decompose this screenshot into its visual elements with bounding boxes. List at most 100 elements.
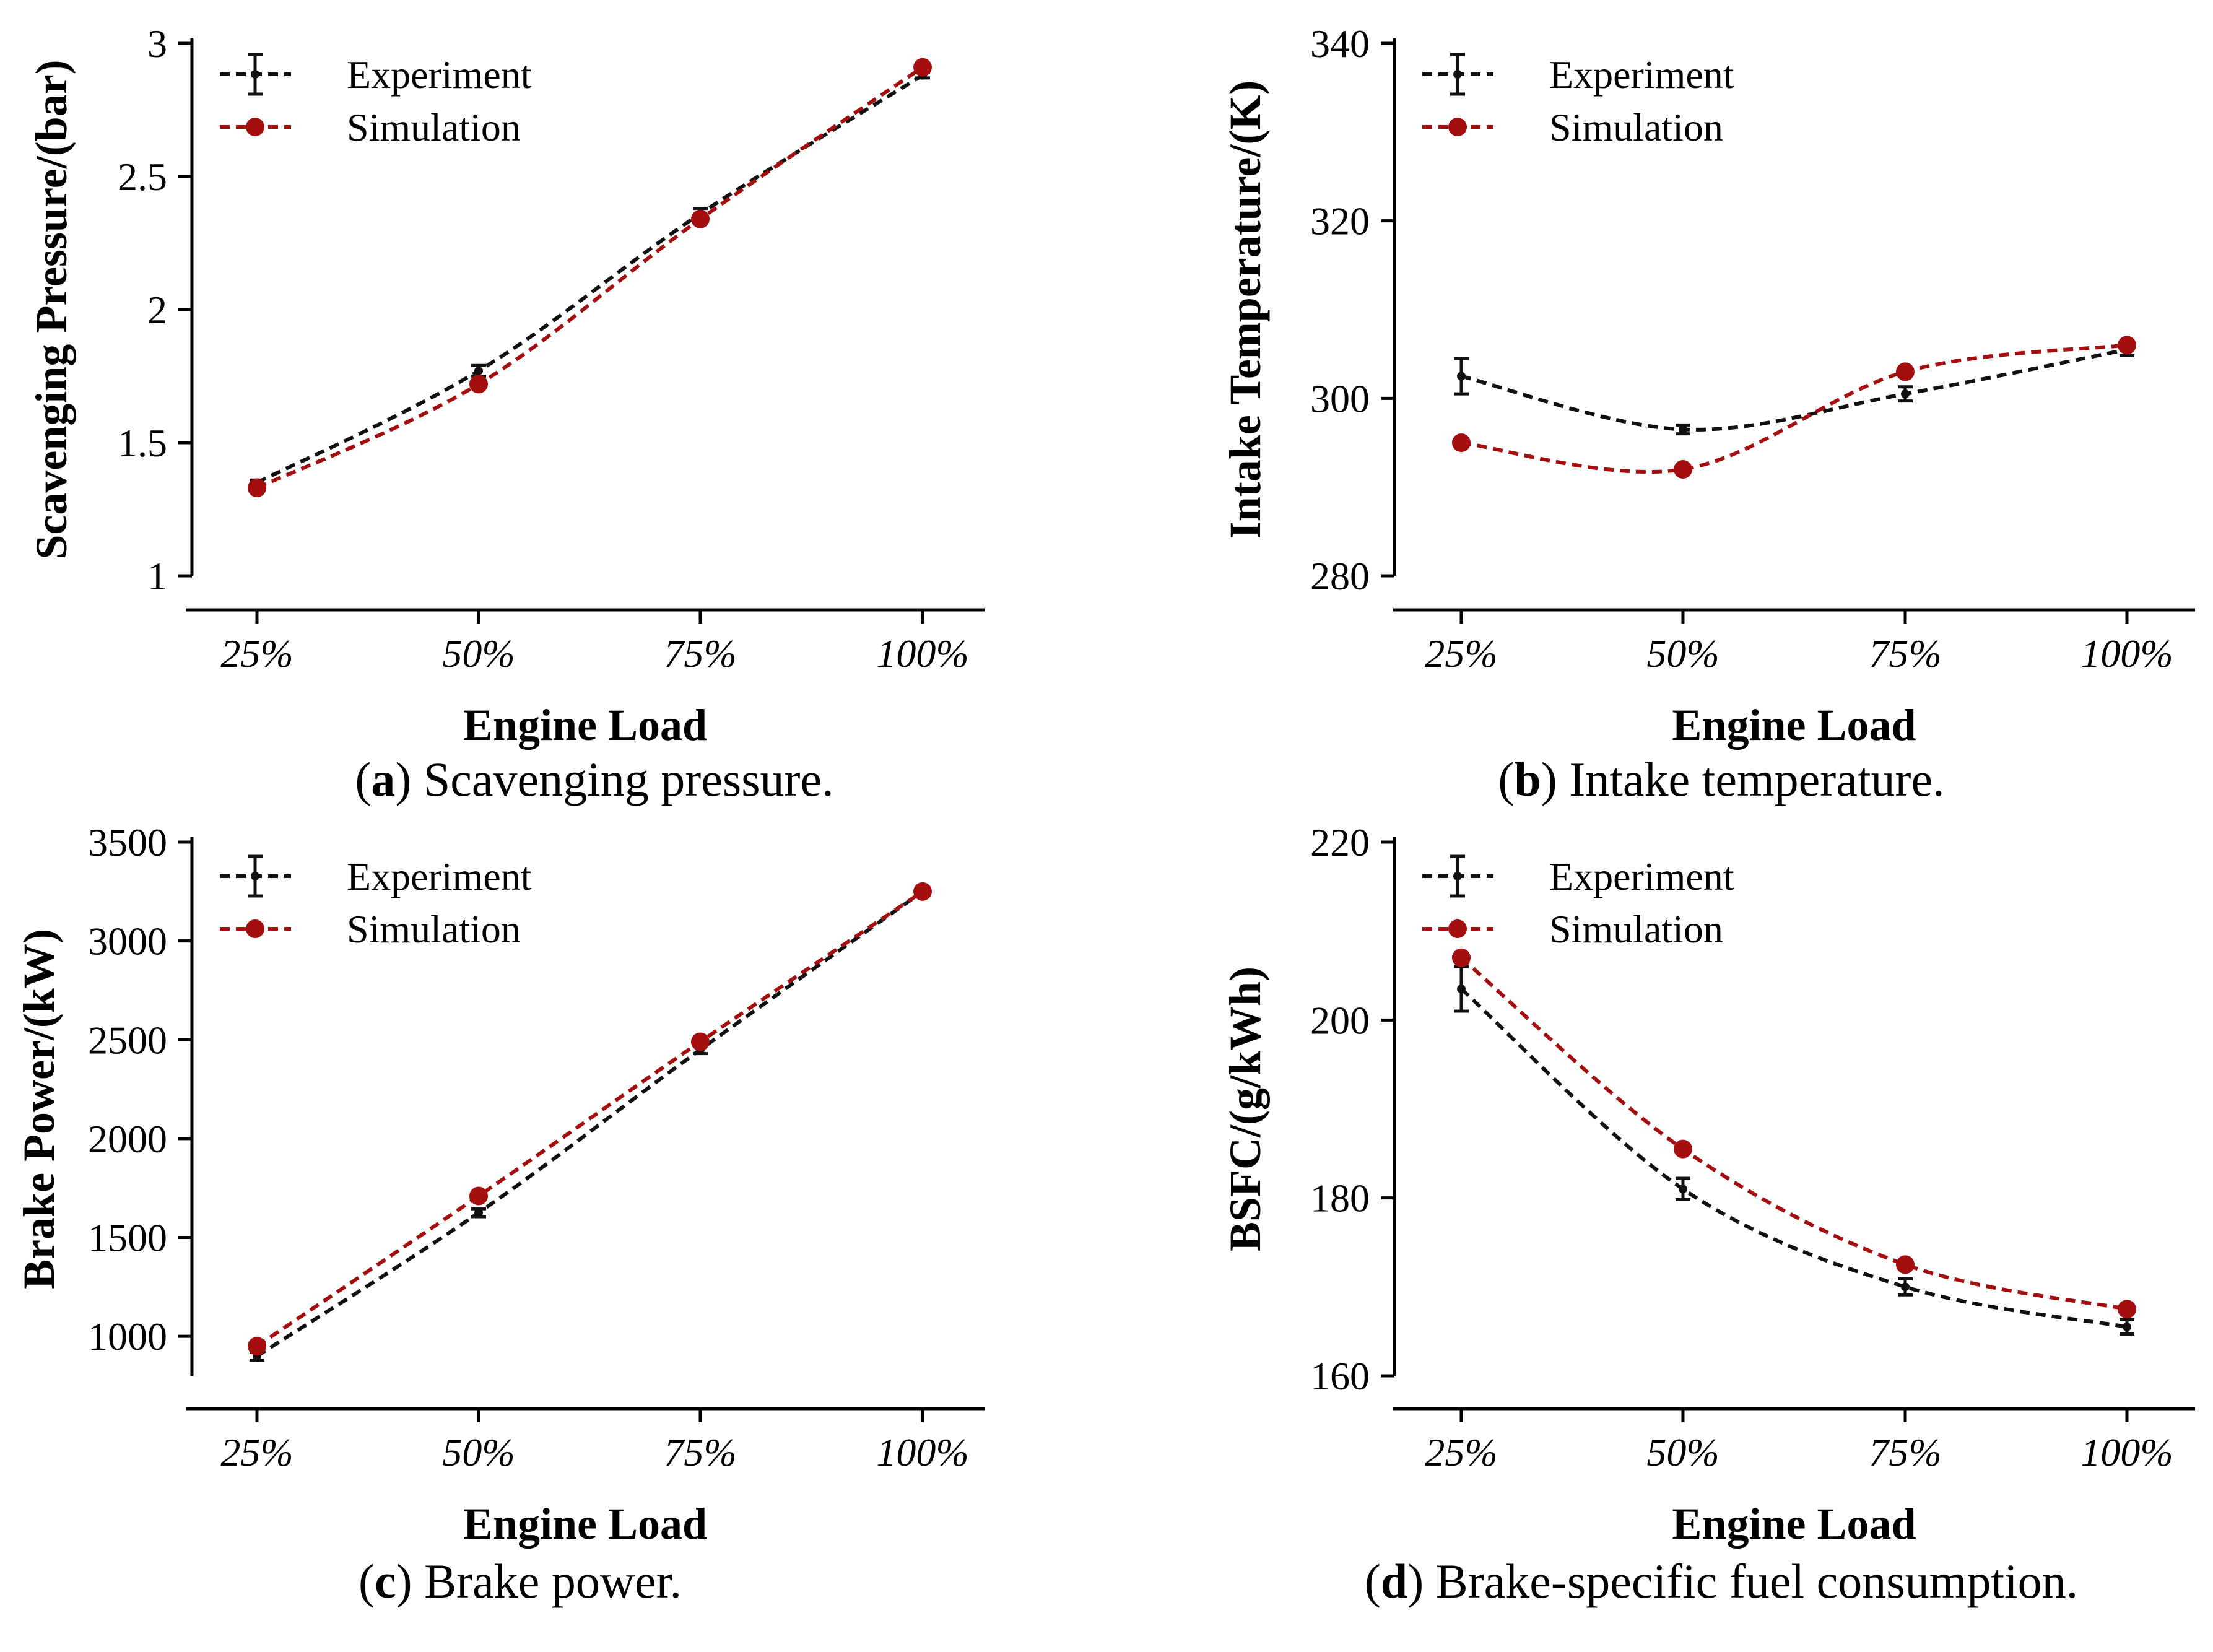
legend-simulation-marker (1448, 118, 1467, 136)
y-tick-label: 3000 (88, 919, 167, 963)
y-tick-label: 300 (1310, 376, 1370, 420)
y-tick-label: 220 (1310, 820, 1370, 864)
x-tick-label: 25% (1425, 1430, 1497, 1474)
panel-caption: (d) Brake-specific fuel consumption. (1365, 1554, 2078, 1608)
legend-simulation-label: Simulation (1549, 105, 1723, 149)
y-tick-label: 1.5 (118, 421, 167, 465)
y-tick-label: 2500 (88, 1018, 167, 1062)
y-tick-label: 340 (1310, 22, 1370, 66)
legend-experiment-marker (1453, 70, 1462, 79)
simulation-point (913, 58, 932, 77)
simulation-point (1674, 460, 1692, 479)
experiment-line (256, 74, 924, 485)
x-tick-label: 75% (1869, 632, 1941, 676)
legend-experiment-label: Experiment (1549, 53, 1734, 97)
simulation-point (1674, 1139, 1692, 1159)
experiment-line (1461, 347, 2128, 432)
legend-simulation-marker (1448, 919, 1467, 938)
y-tick-label: 1 (147, 554, 167, 598)
caption-letter: c (375, 1554, 396, 1608)
y-tick-label: 2.5 (118, 155, 167, 199)
caption-paren-close: ) (395, 752, 423, 806)
simulation-point (248, 479, 266, 498)
x-axis-title: Engine Load (1672, 700, 1916, 750)
experiment-point (474, 1208, 483, 1217)
experiment-point (1457, 372, 1466, 381)
experiment-point (1457, 985, 1466, 994)
simulation-line (1460, 956, 2128, 1311)
x-tick-label: 25% (1425, 632, 1497, 676)
simulation-point (2118, 336, 2136, 355)
x-tick-label: 50% (442, 632, 515, 676)
x-tick-label: 50% (1646, 632, 1719, 676)
legend-experiment-label: Experiment (347, 854, 532, 898)
caption-text: Intake temperature. (1569, 752, 1944, 806)
caption-text: Scavenging pressure. (424, 752, 834, 806)
panel-caption: (c) Brake power. (359, 1554, 682, 1608)
chart-panel-b: 280 300 320 340 Intake Temperature/(K) 25% 50%… (1220, 22, 2195, 806)
legend-simulation-label: Simulation (347, 907, 521, 951)
simulation-point (1452, 948, 1471, 967)
legend-experiment-label: Experiment (347, 53, 532, 97)
x-tick-label: 50% (442, 1430, 515, 1474)
simulation-point (469, 375, 488, 394)
simulation-line (256, 66, 924, 490)
legend-simulation-marker (246, 919, 264, 938)
simulation-point (469, 1186, 488, 1206)
x-tick-label: 100% (2080, 632, 2173, 676)
legend-experiment-marker (251, 872, 259, 880)
x-axis-title: Engine Load (463, 700, 707, 750)
caption-letter: d (1381, 1554, 1407, 1608)
panel-caption: (a) Scavenging pressure. (355, 752, 833, 806)
experiment-point (1679, 425, 1687, 434)
legend-experiment-marker (1453, 872, 1462, 880)
y-axis-title: Brake Power/(kW) (14, 929, 64, 1289)
caption-paren-open: ( (355, 752, 371, 806)
y-axis-title: BSFC/(g/kWh) (1220, 967, 1270, 1251)
x-tick-label: 25% (220, 1430, 293, 1474)
x-tick-label: 75% (1869, 1430, 1941, 1474)
y-axis-title: Scavenging Pressure/(bar) (27, 59, 76, 559)
caption-paren-close: ) (396, 1554, 424, 1608)
experiment-point (1901, 389, 1910, 399)
chart-panel-a: 1 1.5 2 2.5 3 Scavenging Pressure/(bar) 25% 50%… (27, 22, 985, 806)
caption-paren-open: ( (359, 1554, 375, 1608)
y-tick-label: 200 (1310, 998, 1370, 1042)
y-tick-label: 280 (1310, 554, 1370, 598)
simulation-line (1461, 343, 2128, 474)
y-tick-label: 320 (1310, 199, 1370, 243)
y-tick-label: 2 (147, 288, 167, 332)
legend-experiment-label: Experiment (1549, 854, 1734, 898)
y-tick-label: 1500 (88, 1216, 167, 1260)
simulation-point (1452, 433, 1471, 452)
x-tick-label: 100% (876, 1430, 968, 1474)
panel-caption: (b) Intake temperature. (1498, 752, 1944, 806)
caption-text: Brake power. (424, 1554, 682, 1608)
y-tick-label: 180 (1310, 1176, 1370, 1220)
x-tick-label: 75% (664, 632, 736, 676)
x-tick-label: 100% (2080, 1430, 2173, 1474)
x-tick-label: 75% (664, 1430, 736, 1474)
caption-paren-close: ) (1407, 1554, 1435, 1608)
legend-experiment-marker (251, 70, 259, 79)
chart-panel-c: 1000 1500 2000 2500 3000 3500 Brake Power/(kW)… (14, 820, 985, 1608)
simulation-point (248, 1337, 266, 1356)
simulation-point (2118, 1300, 2136, 1319)
x-axis-title: Engine Load (463, 1499, 707, 1549)
caption-paren-open: ( (1498, 752, 1514, 806)
experiment-point (1679, 1185, 1687, 1194)
simulation-point (691, 209, 710, 228)
legend-simulation-marker (246, 118, 264, 136)
x-tick-label: 100% (876, 632, 968, 676)
experiment-point (2123, 1322, 2131, 1331)
experiment-point (474, 366, 483, 375)
y-tick-label: 160 (1310, 1354, 1370, 1398)
simulation-point (691, 1032, 710, 1051)
experiment-line (256, 890, 924, 1358)
y-tick-label: 3500 (88, 820, 167, 864)
legend-simulation-label: Simulation (347, 105, 521, 149)
y-tick-label: 2000 (88, 1117, 167, 1161)
x-tick-label: 50% (1646, 1430, 1719, 1474)
legend-simulation-label: Simulation (1549, 907, 1723, 951)
